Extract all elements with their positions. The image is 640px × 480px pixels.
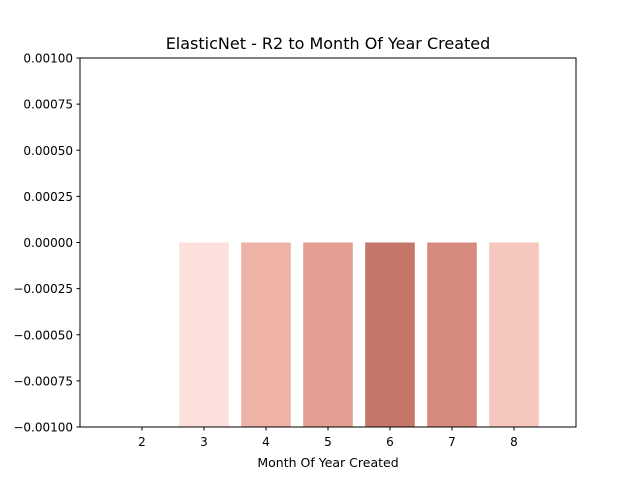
bar-month-4 — [241, 242, 291, 427]
y-tick-label: 0.00075 — [23, 98, 73, 112]
bar-month-6 — [365, 242, 415, 427]
y-tick-label: 0.00050 — [23, 144, 73, 158]
bar-month-7 — [427, 242, 477, 427]
chart-title: ElasticNet - R2 to Month Of Year Created — [166, 34, 491, 53]
y-tick-label: −0.00100 — [13, 421, 73, 435]
bars-group — [117, 242, 539, 428]
y-tick-label: 0.00025 — [23, 190, 73, 204]
bar-month-2 — [117, 243, 167, 428]
x-tick-label: 5 — [324, 435, 332, 449]
y-tick-label: −0.00025 — [13, 282, 73, 296]
bar-month-3 — [179, 242, 229, 427]
bar-month-8 — [489, 242, 539, 427]
x-tick-label: 4 — [262, 435, 270, 449]
bar-month-5 — [303, 242, 353, 427]
x-tick-label: 6 — [386, 435, 394, 449]
y-tick-label: 0.00000 — [23, 236, 73, 250]
x-axis: 2 3 4 5 6 7 8 — [138, 427, 518, 449]
y-tick-label: −0.00075 — [13, 374, 73, 388]
x-tick-label: 2 — [138, 435, 146, 449]
x-axis-label: Month Of Year Created — [257, 455, 398, 470]
x-tick-label: 7 — [448, 435, 456, 449]
y-tick-label: −0.00050 — [13, 328, 73, 342]
y-tick-label: 0.00100 — [23, 52, 73, 66]
x-tick-label: 3 — [200, 435, 208, 449]
y-axis: 0.00100 0.00075 0.00050 0.00025 0.00000 −0.00… — [13, 52, 80, 435]
x-tick-label: 8 — [510, 435, 518, 449]
